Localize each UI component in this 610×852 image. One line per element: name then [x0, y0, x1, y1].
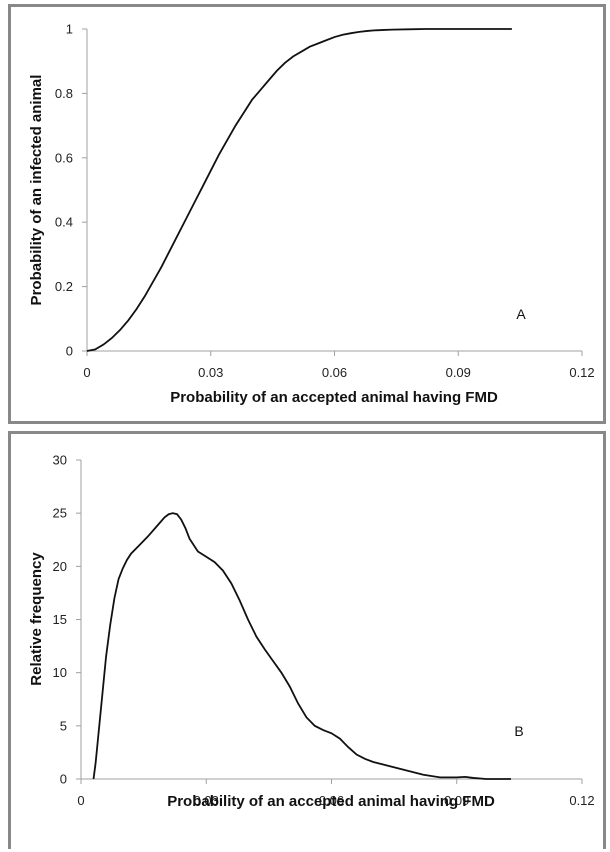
x-tick-label: 0.09: [444, 793, 469, 808]
y-tick-label: 30: [53, 453, 67, 468]
y-axis-title: Probability of an infected animal: [28, 75, 45, 306]
panel-label: A: [516, 306, 526, 322]
chart-b-svg: 0 5 10 15 20 25 30 0 0.03 0.06 0.09 0.12 Probability…: [28, 453, 595, 811]
x-axis-title: Probability of an accepted animal having…: [170, 389, 498, 406]
y-tick-label: 0.2: [55, 279, 73, 294]
y-tick-label: 0.8: [55, 86, 73, 101]
y-tick-label: 15: [53, 612, 67, 627]
y-tick-label: 10: [53, 665, 67, 680]
chart-a-svg: 0 0.2 0.4 0.6 0.8 1 0 0.03 0.06 0.09 0.12 Probabili…: [28, 22, 595, 407]
y-tick-label: 0: [66, 344, 73, 359]
x-axis-title: Probability of an accepted animal having…: [167, 793, 495, 810]
x-tick-label: 0.03: [194, 793, 219, 808]
y-tick-label: 1: [66, 22, 73, 37]
x-tick-label: 0: [77, 793, 84, 808]
y-tick-label: 5: [60, 718, 67, 733]
x-tick-label: 0.06: [319, 793, 344, 808]
y-tick-label: 0: [60, 772, 67, 787]
y-axis-title: Relative frequency: [28, 552, 45, 686]
x-tick-label: 0.12: [569, 365, 594, 380]
y-tick-label: 25: [53, 506, 67, 521]
chart-panel-a: 0 0.2 0.4 0.6 0.8 1 0 0.03 0.06 0.09 0.12 Probabili…: [8, 4, 606, 424]
panel-label: B: [514, 723, 523, 739]
x-tick-label: 0.12: [569, 793, 594, 808]
y-tick-label: 0.4: [55, 215, 73, 230]
x-tick-label: 0.06: [322, 365, 347, 380]
x-tick-label: 0: [83, 365, 90, 380]
x-tick-label: 0.09: [446, 365, 471, 380]
series-line: [92, 512, 512, 780]
y-tick-label: 20: [53, 559, 67, 574]
series-line: [86, 28, 512, 352]
y-tick-label: 0.6: [55, 150, 73, 165]
x-tick-label: 0.03: [198, 365, 223, 380]
chart-panel-b: 0 5 10 15 20 25 30 0 0.03 0.06 0.09 0.12 Probability…: [8, 431, 606, 849]
